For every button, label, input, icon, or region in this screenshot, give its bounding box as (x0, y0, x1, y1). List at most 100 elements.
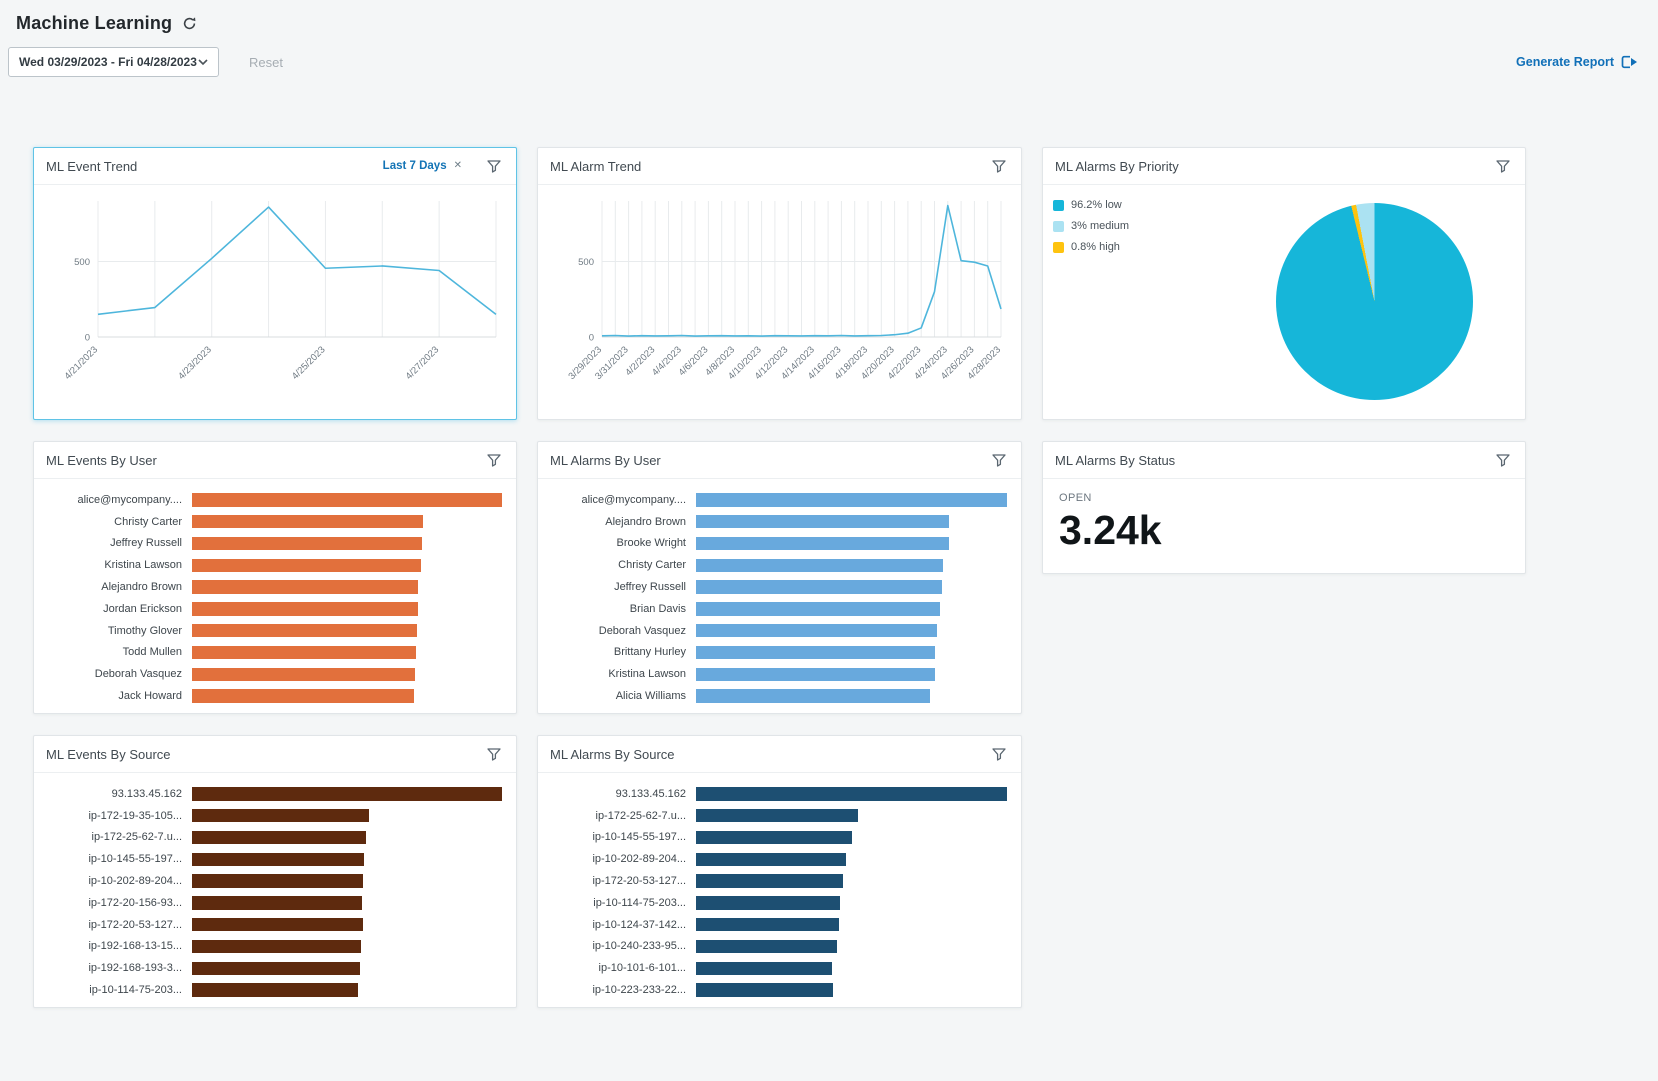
filter-icon[interactable] (484, 452, 504, 469)
filter-tag-close-icon[interactable]: ✕ (453, 160, 462, 171)
bar-row: 93.133.45.162 (44, 783, 502, 805)
bar-chart-events-by-user[interactable]: alice@mycompany.... Christy Carter Jeffrey… (34, 479, 516, 715)
bar[interactable] (192, 874, 364, 888)
filter-icon[interactable] (1493, 158, 1513, 175)
bar[interactable] (696, 623, 938, 638)
trend-line (601, 204, 1002, 337)
bar[interactable] (192, 787, 502, 801)
filter-icon[interactable] (1493, 452, 1513, 469)
bar[interactable] (696, 536, 949, 551)
bar[interactable] (696, 852, 846, 867)
bar-category-label: Alicia Williams (615, 690, 686, 703)
line-chart-alarm-trend[interactable]: 05003/29/20233/31/20234/2/20234/4/20234/… (544, 189, 1015, 417)
bar-track (696, 602, 1007, 616)
bar[interactable] (192, 917, 363, 932)
bar[interactable] (192, 580, 419, 594)
bar-chart-alarms-by-user[interactable]: alice@mycompany.... Alejandro Brown Brooke… (538, 479, 1021, 715)
bar[interactable] (192, 602, 418, 616)
bar-category-label: Brittany Hurley (613, 646, 686, 659)
bar[interactable] (192, 645, 416, 660)
bar[interactable] (696, 667, 935, 682)
svg-text:4/21/2023: 4/21/2023 (62, 344, 100, 382)
bar[interactable] (192, 667, 415, 682)
bar-row: Deborah Vasquez (548, 620, 1007, 642)
bar-chart-events-by-source[interactable]: 93.133.45.162 ip-172-19-35-105... ip-172-2… (34, 773, 516, 1009)
bar[interactable] (192, 961, 361, 976)
bar-category-label: Jack Howard (118, 690, 182, 703)
bar[interactable] (192, 689, 414, 703)
bar[interactable] (696, 830, 852, 845)
bar[interactable] (696, 787, 1007, 801)
bar-track (696, 787, 1007, 801)
bar[interactable] (192, 536, 423, 551)
bar-row: Alicia Williams (548, 685, 1007, 707)
pie-chart[interactable] (1276, 203, 1473, 400)
legend-item[interactable]: 3% medium (1053, 220, 1129, 232)
bar-category-label: ip-10-240-233-95... (592, 940, 686, 953)
bar-track (696, 493, 1007, 507)
bar[interactable] (696, 808, 858, 823)
refresh-icon[interactable] (182, 16, 197, 31)
bar-track (696, 852, 1007, 867)
bar[interactable] (192, 493, 502, 507)
bar-category-label: ip-172-20-53-127... (88, 918, 182, 931)
bar[interactable] (696, 689, 930, 703)
bar-category-label: alice@mycompany.... (77, 493, 183, 506)
bar[interactable] (192, 830, 367, 845)
bar[interactable] (192, 983, 359, 997)
bar[interactable] (696, 645, 936, 660)
bar-category-label: ip-10-114-75-203... (89, 984, 182, 997)
bar-category-label: ip-10-202-89-204... (592, 853, 686, 866)
toolbar: Wed 03/29/2023 - Fri 04/28/2023 Reset Ge… (8, 47, 1638, 77)
svg-text:4/23/2023: 4/23/2023 (176, 344, 214, 382)
legend-label: 96.2% low (1071, 199, 1122, 211)
legend-item[interactable]: 0.8% high (1053, 241, 1129, 253)
reset-button[interactable]: Reset (243, 54, 289, 71)
bar-row: alice@mycompany.... (44, 489, 502, 511)
line-chart-event-trend[interactable]: 0 500 4/21/2023 4/23/2023 4/25/2023 4/27/2023 (40, 189, 510, 417)
bar[interactable] (192, 558, 422, 573)
bar[interactable] (696, 514, 950, 529)
bar-track (192, 961, 502, 976)
card-title: ML Alarms By Priority (1055, 158, 1179, 174)
status-body: OPEN 3.24k (1043, 479, 1525, 564)
bar[interactable] (192, 939, 362, 954)
generate-report-link[interactable]: Generate Report (1516, 55, 1638, 69)
filter-icon[interactable] (989, 746, 1009, 763)
bar[interactable] (696, 874, 843, 888)
bar[interactable] (696, 580, 943, 594)
bar[interactable] (696, 602, 941, 616)
bar-category-label: 93.133.45.162 (615, 787, 686, 800)
bar[interactable] (192, 852, 365, 867)
bar[interactable] (696, 939, 837, 954)
bar-row: ip-10-114-75-203... (548, 892, 1007, 914)
bar[interactable] (696, 896, 840, 910)
bar[interactable] (696, 493, 1007, 507)
bar[interactable] (192, 896, 363, 910)
filter-icon[interactable] (989, 158, 1009, 175)
bar-row: Jordan Erickson (44, 598, 502, 620)
bar-track (192, 896, 502, 910)
card-header: ML Alarms By Source (538, 736, 1021, 773)
filter-icon[interactable] (989, 452, 1009, 469)
bar[interactable] (696, 961, 832, 976)
bar[interactable] (192, 514, 423, 529)
card-title: ML Alarms By Status (1055, 452, 1176, 468)
bar-category-label: 93.133.45.162 (111, 787, 182, 800)
bar[interactable] (696, 917, 840, 932)
bar[interactable] (192, 623, 418, 638)
bar-row: Christy Carter (548, 554, 1007, 576)
filter-icon[interactable] (484, 158, 504, 175)
legend-label: 3% medium (1071, 220, 1130, 232)
legend-item[interactable]: 96.2% low (1053, 199, 1129, 211)
filter-icon[interactable] (484, 746, 504, 763)
bar-chart-alarms-by-source[interactable]: 93.133.45.162 ip-172-25-62-7.u... ip-10-14… (538, 773, 1021, 1009)
bar-category-label: ip-172-25-62-7.u... (91, 831, 183, 844)
bar-track (696, 983, 1007, 997)
bar-category-label: Jeffrey Russell (614, 581, 686, 594)
bar[interactable] (696, 558, 944, 573)
date-range-select[interactable]: Wed 03/29/2023 - Fri 04/28/2023 (8, 47, 219, 77)
bar[interactable] (696, 983, 833, 997)
bar[interactable] (192, 808, 369, 823)
bar-track (696, 689, 1007, 703)
